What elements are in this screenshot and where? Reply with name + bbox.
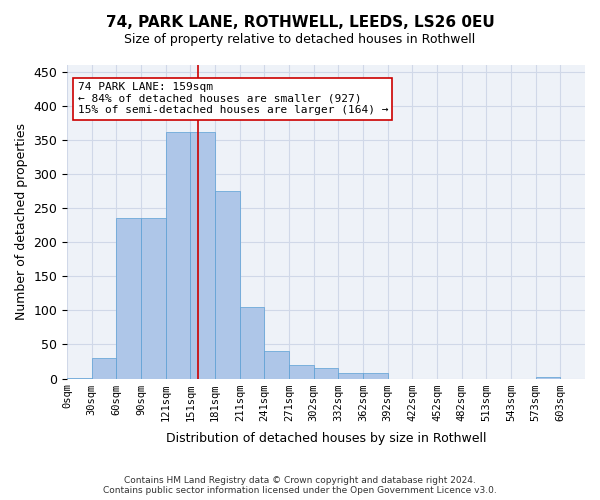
Y-axis label: Number of detached properties: Number of detached properties <box>15 124 28 320</box>
Bar <box>92 358 116 378</box>
Bar <box>363 373 388 378</box>
Bar <box>338 373 363 378</box>
Bar <box>265 352 289 378</box>
Bar <box>314 368 338 378</box>
Bar <box>536 377 560 378</box>
Text: Contains HM Land Registry data © Crown copyright and database right 2024.
Contai: Contains HM Land Registry data © Crown c… <box>103 476 497 495</box>
Bar <box>240 307 265 378</box>
Bar <box>166 132 190 378</box>
Bar <box>190 132 215 378</box>
Bar <box>289 365 314 378</box>
Bar <box>116 218 141 378</box>
Text: 74, PARK LANE, ROTHWELL, LEEDS, LS26 0EU: 74, PARK LANE, ROTHWELL, LEEDS, LS26 0EU <box>106 15 494 30</box>
Text: Size of property relative to detached houses in Rothwell: Size of property relative to detached ho… <box>124 32 476 46</box>
Text: 74 PARK LANE: 159sqm
← 84% of detached houses are smaller (927)
15% of semi-deta: 74 PARK LANE: 159sqm ← 84% of detached h… <box>77 82 388 116</box>
Bar <box>215 191 240 378</box>
X-axis label: Distribution of detached houses by size in Rothwell: Distribution of detached houses by size … <box>166 432 487 445</box>
Bar <box>141 218 166 378</box>
